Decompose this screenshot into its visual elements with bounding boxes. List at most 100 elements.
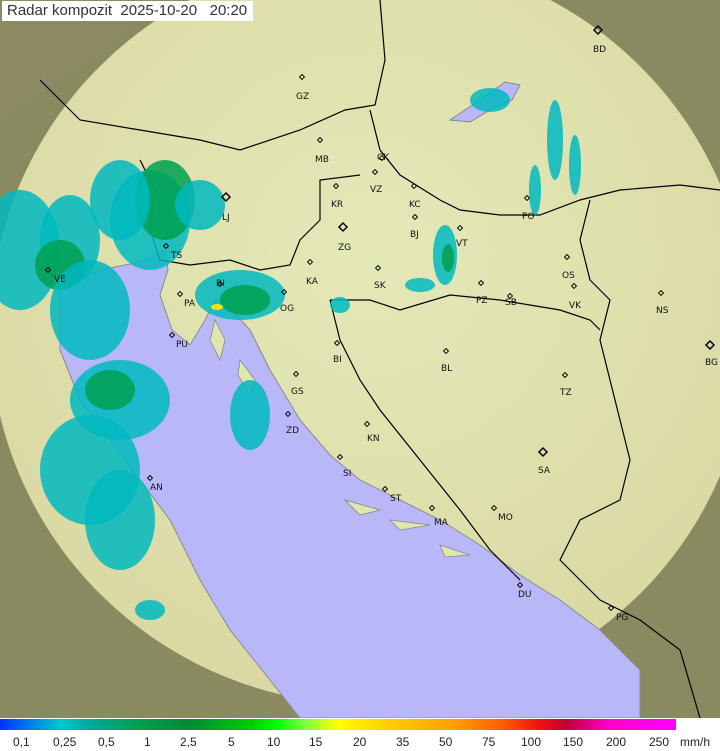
city-ns: NS bbox=[656, 289, 669, 316]
city-marker-icon bbox=[284, 410, 292, 418]
city-pg: PG bbox=[607, 604, 628, 623]
legend-label: 200 bbox=[606, 735, 627, 749]
rain-cell bbox=[175, 180, 225, 230]
city-label: BL bbox=[441, 364, 452, 374]
city-kr: KR bbox=[331, 182, 343, 210]
city-sk: SK bbox=[374, 264, 387, 291]
city-vz: VZ bbox=[370, 168, 382, 195]
rain-cell bbox=[405, 278, 435, 292]
rain-cell bbox=[85, 370, 135, 410]
city-mb: MB bbox=[315, 136, 329, 165]
city-st: ST bbox=[381, 485, 402, 504]
city-po: PO bbox=[522, 194, 535, 222]
legend-label: 0,1 bbox=[13, 735, 30, 749]
city-label: PU bbox=[176, 340, 188, 350]
legend-label: 50 bbox=[439, 735, 453, 749]
rain-cell bbox=[90, 160, 150, 240]
city-label: BD bbox=[593, 45, 606, 55]
city-marker-icon bbox=[561, 371, 569, 379]
city-pu: PU bbox=[168, 331, 188, 350]
city-ts: TS bbox=[162, 242, 182, 261]
city-label: VK bbox=[569, 301, 582, 311]
legend-label: 5 bbox=[228, 735, 235, 749]
city-label: VT bbox=[456, 239, 468, 249]
city-tz: TZ bbox=[559, 371, 572, 398]
city-label: RI bbox=[216, 279, 225, 289]
city-marker-icon bbox=[490, 504, 498, 512]
out-of-coverage-top-left bbox=[0, 0, 150, 120]
legend-labels: 0,1 0,25 0,5 1 2,5 5 10 15 20 35 50 75 1… bbox=[0, 735, 720, 751]
legend-label: 10 bbox=[267, 735, 281, 749]
city-marker-icon bbox=[442, 347, 450, 355]
city-marker-icon bbox=[592, 24, 604, 36]
city-label: LJ bbox=[222, 213, 230, 223]
city-bd: BD bbox=[592, 24, 606, 55]
city-bi: BI bbox=[333, 339, 342, 365]
city-marker-icon bbox=[506, 292, 514, 300]
city-marker-icon bbox=[292, 370, 300, 378]
precipitation-color-scale bbox=[0, 719, 676, 730]
city-label: TZ bbox=[559, 388, 572, 398]
legend-label: 75 bbox=[482, 735, 496, 749]
rain-cell bbox=[529, 165, 541, 215]
city-marker-icon bbox=[280, 288, 288, 296]
city-ka: KA bbox=[306, 258, 319, 287]
city-marker-icon bbox=[332, 182, 340, 190]
city-marker-icon bbox=[410, 182, 418, 190]
city-vt: VT bbox=[456, 224, 468, 249]
city-kn: KN bbox=[363, 420, 380, 444]
city-marker-icon bbox=[336, 453, 344, 461]
city-og: OG bbox=[280, 288, 294, 314]
city-bl: BL bbox=[441, 347, 452, 374]
sea bbox=[59, 249, 641, 718]
city-ri: RI bbox=[216, 279, 225, 289]
city-gs: GS bbox=[291, 370, 304, 397]
city-markers: GZ BD MB CK VZ KR KC LJ ZG BJ VT PO TS VE RI KA SK OS PA OG… bbox=[44, 24, 718, 623]
city-bg: BG bbox=[704, 339, 718, 368]
city-label: PZ bbox=[476, 296, 488, 306]
city-marker-icon bbox=[378, 154, 386, 162]
rain-cell bbox=[547, 100, 563, 180]
legend-label: 35 bbox=[396, 735, 410, 749]
city-sa: SA bbox=[537, 446, 551, 476]
rain-cell bbox=[230, 380, 270, 450]
city-sb: SB bbox=[505, 292, 517, 308]
city-marker-icon bbox=[220, 191, 232, 203]
rain-cell bbox=[569, 135, 581, 195]
legend-unit: mm/h bbox=[680, 735, 710, 749]
city-label: MA bbox=[434, 518, 449, 528]
city-marker-icon bbox=[168, 331, 176, 339]
legend-label: 15 bbox=[309, 735, 323, 749]
city-vk: VK bbox=[569, 282, 582, 311]
radar-map[interactable]: GZ BD MB CK VZ KR KC LJ ZG BJ VT PO TS VE RI KA SK OS PA OG… bbox=[0, 0, 720, 718]
city-marker-icon bbox=[381, 485, 389, 493]
city-du: DU bbox=[516, 581, 532, 600]
rain-cell bbox=[470, 88, 510, 112]
city-label: AN bbox=[150, 483, 163, 493]
rain-cell bbox=[442, 244, 454, 272]
city-marker-icon bbox=[298, 73, 306, 81]
city-marker-icon bbox=[523, 194, 531, 202]
city-marker-icon bbox=[537, 446, 549, 458]
city-marker-icon bbox=[374, 264, 382, 272]
city-marker-icon bbox=[428, 504, 436, 512]
city-ve: VE bbox=[44, 266, 66, 285]
rain-cell bbox=[50, 260, 130, 360]
city-label: DU bbox=[518, 590, 532, 600]
legend-label: 0,25 bbox=[53, 735, 77, 749]
rain-cell bbox=[220, 285, 270, 315]
city-marker-icon bbox=[371, 168, 379, 176]
city-label: BI bbox=[333, 355, 342, 365]
city-marker-icon bbox=[337, 221, 349, 233]
city-marker-icon bbox=[477, 279, 485, 287]
city-label: GZ bbox=[296, 92, 309, 102]
city-label: OG bbox=[280, 304, 294, 314]
city-label: TS bbox=[170, 251, 182, 261]
legend-label: 0,5 bbox=[98, 735, 115, 749]
rain-cell bbox=[135, 600, 165, 620]
city-label: BJ bbox=[410, 230, 419, 240]
city-label: OS bbox=[562, 271, 575, 281]
rain-cell bbox=[330, 297, 350, 313]
city-label: KC bbox=[409, 200, 421, 210]
city-label: NS bbox=[656, 306, 669, 316]
